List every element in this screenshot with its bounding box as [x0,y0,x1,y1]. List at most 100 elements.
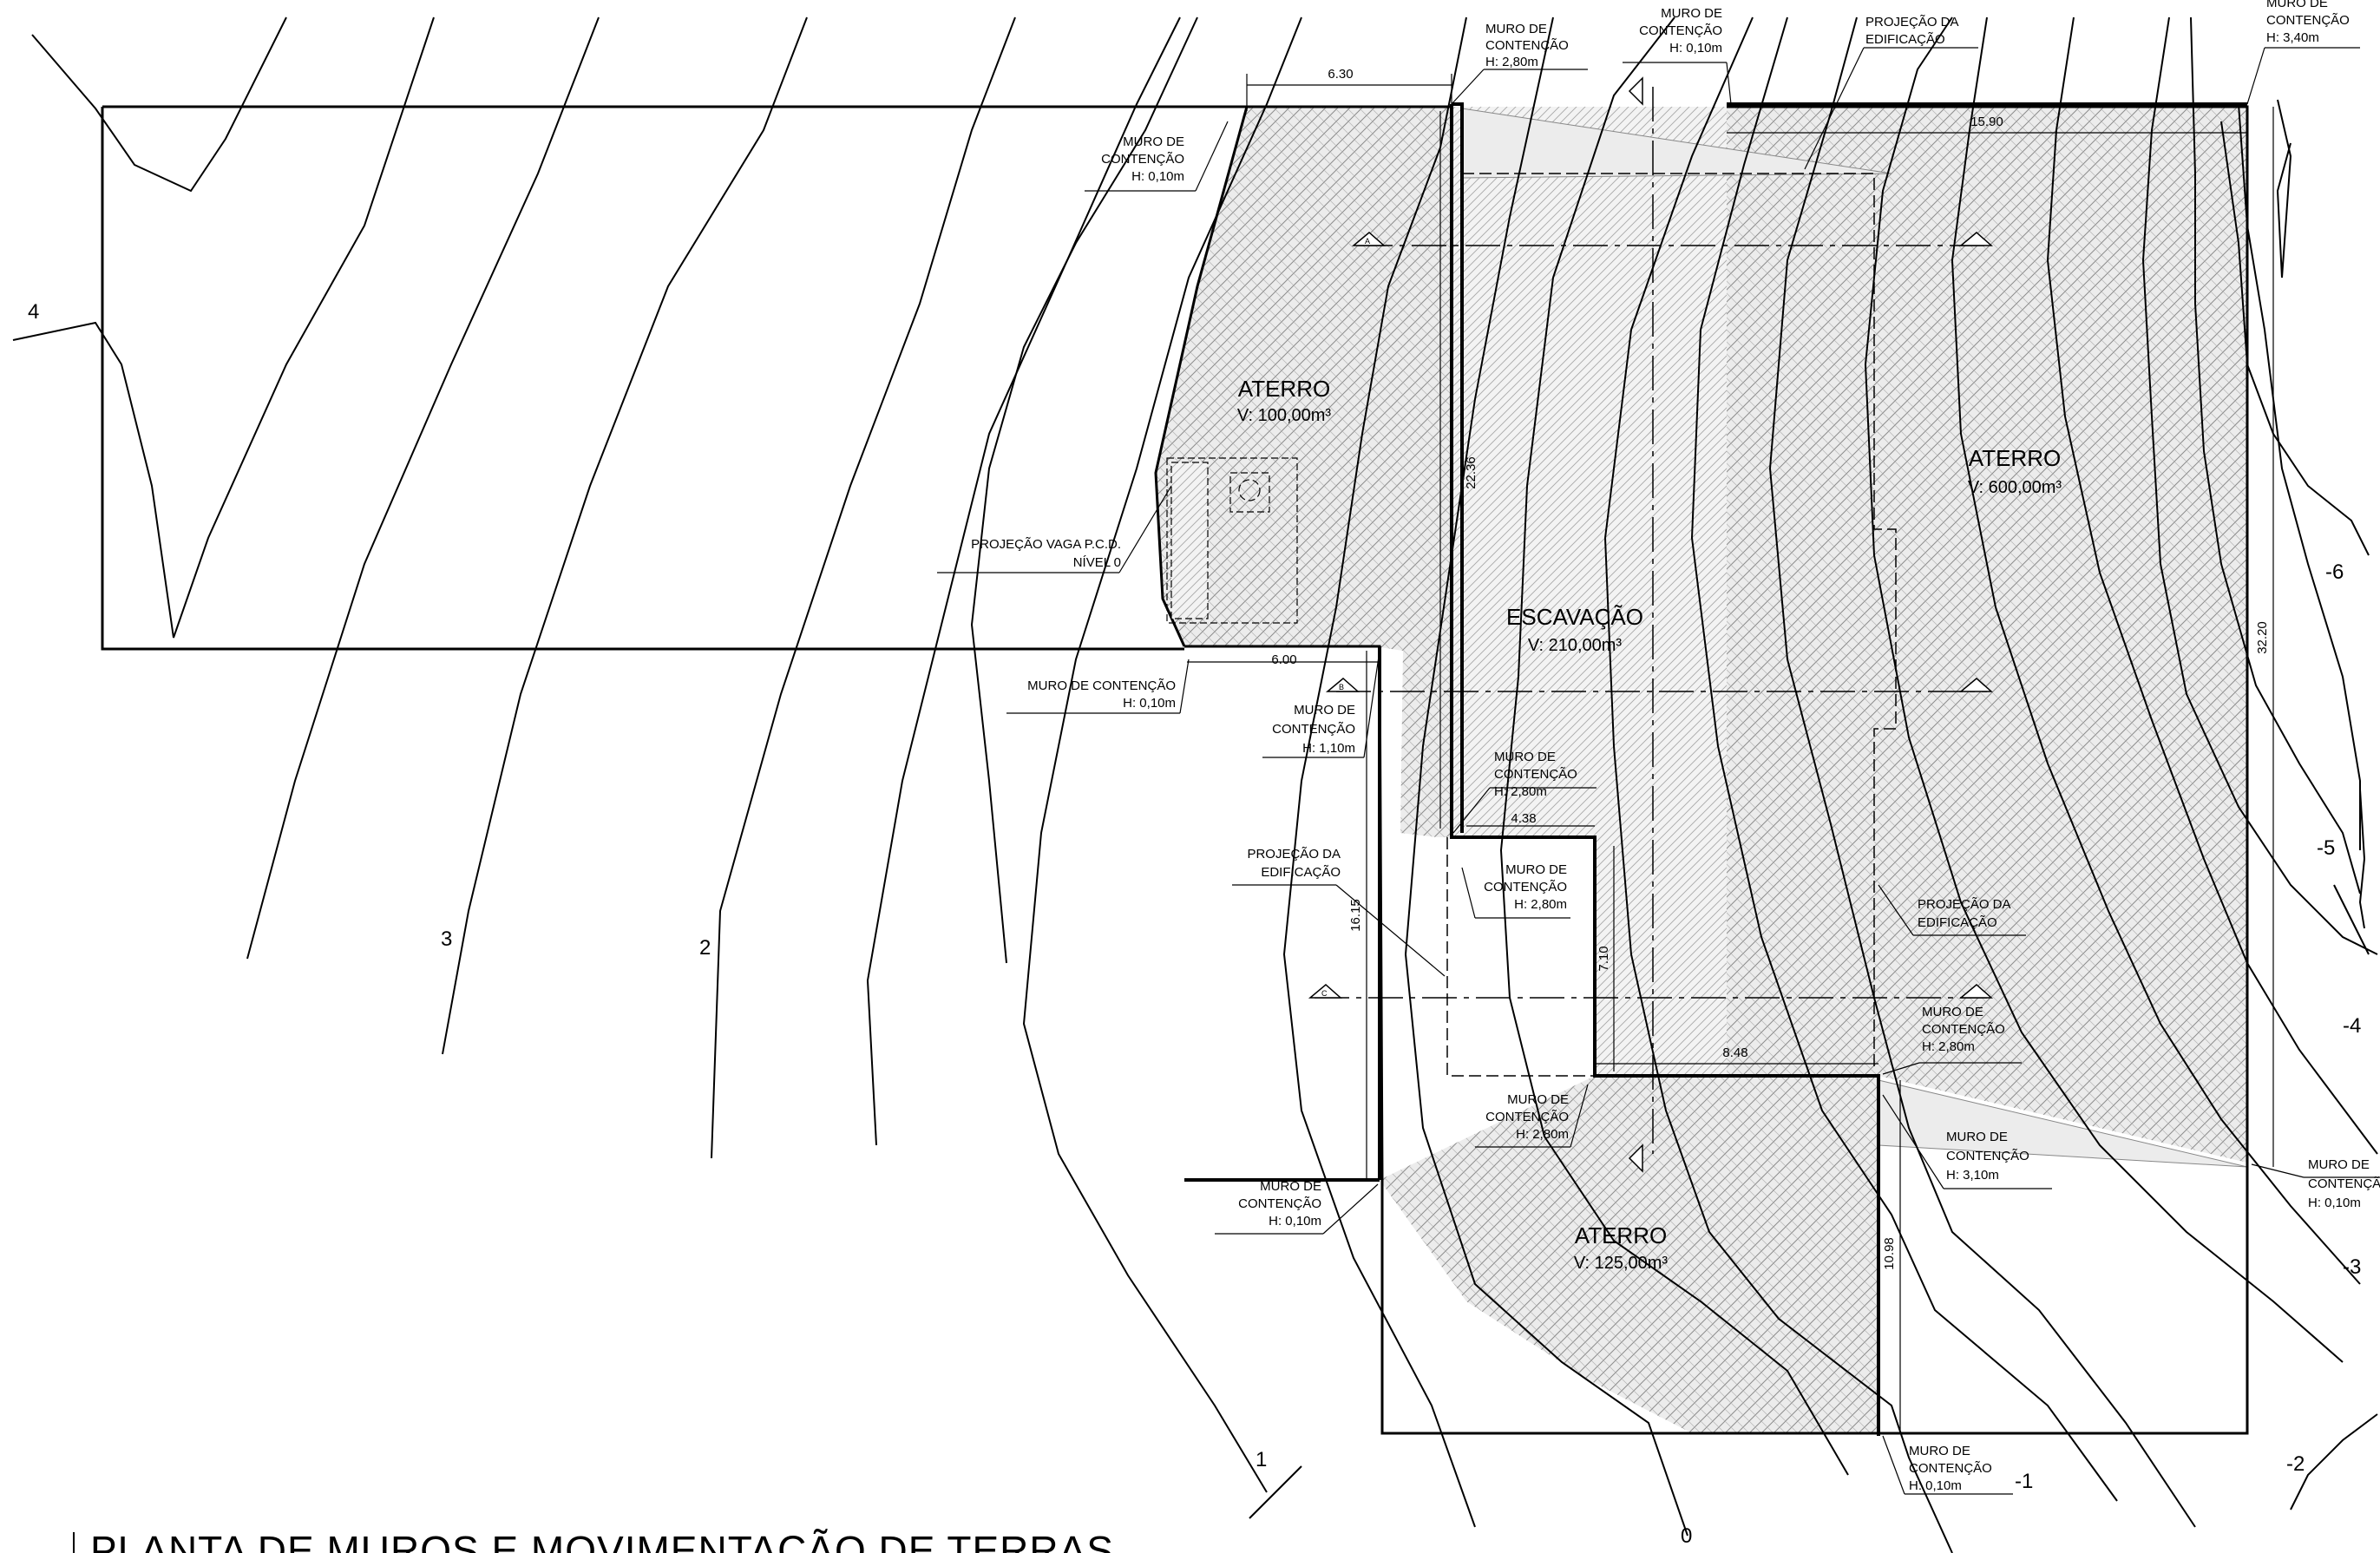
dim-8-48: 8.48 [1722,1045,1747,1060]
section-marker-a2 [1958,232,1993,246]
level-neg4: -4 [2343,1014,2361,1038]
aterro-left-hatch [1156,107,1452,837]
dim-7-10: 7.10 [1597,946,1611,971]
wall-label-11-l3: H: 3,10m [1946,1168,1999,1183]
level-0: 0 [1681,1524,1692,1548]
aterro-bottom-name: ATERRO [1575,1222,1667,1248]
pcd-label-l1: PROJEÇÃO VAGA P.C.D. [971,537,1121,552]
dim-15-90: 15.90 [1970,115,2003,129]
wall-label-13-l3: H: 0,10m [1269,1214,1321,1229]
wall-label-13-l1: MURO DE [1260,1179,1321,1194]
pcd-parking-projection [1166,457,1298,624]
wall-label-4-l3: H: 0,10m [1131,169,1184,184]
projection-2-l1: PROJEÇÃO DA [1247,847,1341,862]
aterro-right-volume: V: 600,00m³ [1968,478,2062,497]
wall-label-2-l2: CONTENÇÃO [1639,23,1722,38]
level-neg6: -6 [2325,560,2344,584]
section-letter-c: C [1321,989,1328,998]
wall-label-6-l1: MURO DE [1294,703,1355,718]
wall-label-14-l3: H: 0,10m [1909,1478,1962,1493]
escavacao-hatch [1452,107,1727,1076]
wall-label-6-l3: H: 1,10m [1302,741,1355,756]
wall-label-9-l2: CONTENÇÃO [1485,1110,1569,1124]
projection-1-l2: EDIFICAÇÃO [1865,32,1945,47]
aterro-left-volume: V: 100,00m³ [1237,406,1332,425]
wall-label-4-l2: CONTENÇÃO [1101,152,1184,167]
projection-3-l1: PROJEÇÃO DA [1918,897,2011,912]
dimension-lines [1187,74,2274,1433]
drawing-title: PLANTA DE MUROS E MOVIMENTAÇÃO DE TERRAS [90,1528,1114,1553]
wall-label-12-l3: H: 0,10m [2308,1196,2361,1210]
wall-label-1-l1: MURO DE [1485,22,1547,36]
dim-6-30: 6.30 [1328,67,1353,82]
contour-level-labels: 4 3 2 1 0 -1 -2 -3 -4 -5 -6 [28,300,2361,1548]
wall-label-13-l2: CONTENÇÃO [1238,1196,1321,1211]
level-1: 1 [1256,1448,1267,1471]
level-4: 4 [28,300,39,324]
wall-label-12-l1: MURO DE [2308,1157,2370,1172]
section-marker-c2 [1958,984,1993,999]
wall-label-2-l3: H: 0,10m [1669,41,1722,56]
level-neg5: -5 [2317,836,2335,860]
wall-label-10-l3: H: 2,80m [1922,1039,1975,1054]
level-3: 3 [441,927,452,951]
dim-10-98: 10.98 [1882,1237,1897,1270]
section-letter-a: A [1365,237,1370,246]
escavacao-volume: V: 210,00m³ [1528,636,1623,655]
wall-label-5-l1: MURO DE CONTENÇÃO [1027,678,1176,693]
contour-lines [12,16,2378,1553]
dim-32-20: 32.20 [2255,621,2270,654]
wall-label-14-l1: MURO DE [1909,1444,1970,1458]
aterro-left-name: ATERRO [1238,376,1330,402]
projection-1-l1: PROJEÇÃO DA [1865,15,1959,29]
section-marker-b2 [1958,678,1993,692]
retaining-walls [1184,102,2247,1436]
section-letter-b: B [1339,683,1344,691]
section-marker-c [1308,984,1342,999]
level-neg1: -1 [2015,1470,2033,1493]
section-marker-v1 [1628,76,1643,106]
wall-labels: MURO DE CONTENÇÃO H: 2,80m MURO DE CONTE… [1027,0,2380,1493]
wall-callouts [937,47,2380,1495]
pcd-label-l2: NÍVEL 0 [1073,555,1121,570]
wall-label-4-l1: MURO DE [1123,134,1184,149]
wall-label-6-l2: CONTENÇÃO [1272,722,1355,737]
wall-label-8-l1: MURO DE [1505,862,1567,877]
wall-label-14-l2: CONTENÇÃO [1909,1461,1992,1476]
aterro-right-name: ATERRO [1969,445,2061,471]
escavacao-name: ESCAVAÇÃO [1506,604,1643,630]
level-2: 2 [699,936,711,960]
wall-label-7-l2: CONTENÇÃO [1494,767,1577,782]
wall-label-10-l2: CONTENÇÃO [1922,1022,2005,1037]
dim-4-38: 4.38 [1511,811,1536,826]
level-neg3: -3 [2343,1255,2361,1279]
section-marker-a [1351,232,1386,246]
dim-16-15: 16.15 [1348,899,1363,932]
aterro-right-hatch [1727,107,2247,1163]
projection-labels: PROJEÇÃO DA EDIFICAÇÃO PROJEÇÃO DA EDIFI… [971,15,2010,930]
wall-label-11-l1: MURO DE [1946,1130,2008,1144]
level-neg2: -2 [2286,1452,2305,1476]
wall-label-3-l3: H: 3,40m [2266,30,2319,45]
earthwork-hatch-areas [1156,107,2248,1433]
dimension-texts: 6.30 15.90 6.00 4.38 8.48 22.36 32.20 16… [1271,67,2270,1270]
wall-label-8-l2: CONTENÇÃO [1484,880,1567,894]
wall-label-5-l2: H: 0,10m [1123,696,1176,711]
wall-label-8-l3: H: 2,80m [1514,897,1567,912]
wall-label-2-l1: MURO DE [1661,6,1722,21]
wall-label-9-l1: MURO DE [1507,1092,1569,1107]
wall-label-10-l1: MURO DE [1922,1005,1983,1019]
wall-label-1-l2: CONTENÇÃO [1485,38,1569,53]
wall-label-11-l2: CONTENÇÃO [1946,1149,2029,1163]
section-letters: A B C [1321,237,1370,998]
wall-label-3-l2: CONTENÇÃO [2266,13,2350,28]
section-marker-v2 [1628,1143,1643,1173]
building-projection [1446,173,1897,1077]
projection-3-l2: EDIFICAÇÃO [1918,915,1997,930]
wall-label-1-l3: H: 2,80m [1485,55,1538,69]
dim-6-00: 6.00 [1271,652,1296,667]
section-lines [1315,87,1987,1154]
wall-label-9-l3: H: 2,80m [1516,1127,1569,1142]
section-markers [1308,76,1993,1173]
